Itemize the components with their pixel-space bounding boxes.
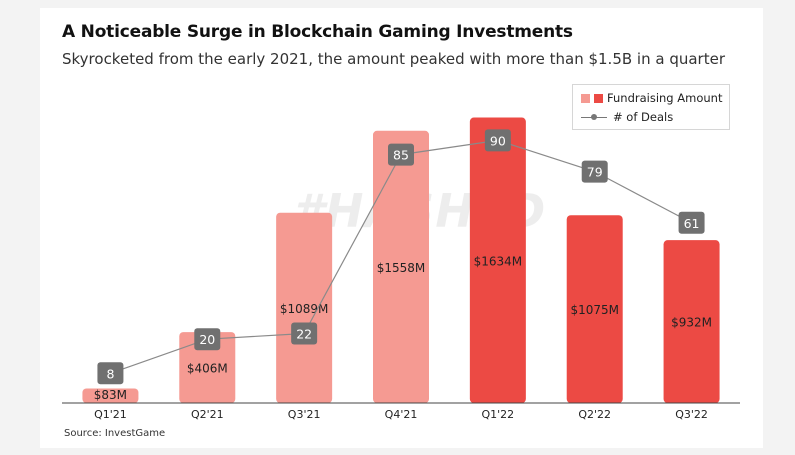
deal-marker-5 <box>581 160 608 183</box>
bar-3 <box>373 130 429 403</box>
bar-value-label-4: $1634M <box>474 254 523 268</box>
legend-line-icon <box>581 112 607 122</box>
deal-marker-4 <box>484 129 511 152</box>
bar-5 <box>566 215 623 403</box>
deal-marker-6 <box>678 211 705 234</box>
x-tick-label-6: Q3'22 <box>675 408 708 421</box>
bar-6 <box>663 240 720 403</box>
legend-label-fundraising: Fundraising Amount <box>607 91 723 105</box>
deal-marker-3 <box>388 143 414 166</box>
bar-value-label-1: $406M <box>187 362 228 376</box>
chart-card: A Noticeable Surge in Blockchain Gaming … <box>40 8 763 448</box>
bar-1 <box>179 332 236 403</box>
legend-swatch-2022 <box>594 93 603 103</box>
deal-value-label-0: 8 <box>106 366 114 381</box>
deal-marker-0 <box>97 362 124 385</box>
bar-value-label-2: $1089M <box>280 302 329 316</box>
bar-value-label-3: $1558M <box>377 261 426 275</box>
bar-value-label-0: $83M <box>94 388 127 402</box>
deal-marker-1 <box>194 328 221 351</box>
x-tick-label-3: Q4'21 <box>385 408 418 421</box>
legend-swatch-2021 <box>581 93 590 103</box>
chart-title: A Noticeable Surge in Blockchain Gaming … <box>62 22 573 42</box>
deal-value-label-4: 90 <box>490 133 506 148</box>
x-tick-label-0: Q1'21 <box>94 408 127 421</box>
chart-legend: Fundraising Amount # of Deals <box>572 84 730 130</box>
deal-value-label-5: 79 <box>587 165 603 180</box>
x-tick-label-2: Q3'21 <box>288 408 321 421</box>
legend-item-deals: # of Deals <box>581 110 673 124</box>
deal-marker-2 <box>291 322 318 345</box>
deal-value-label-1: 20 <box>199 332 215 347</box>
deal-value-label-6: 61 <box>684 216 700 231</box>
bar-value-label-6: $932M <box>671 316 712 330</box>
legend-label-deals: # of Deals <box>613 110 674 124</box>
bar-2 <box>276 212 333 403</box>
bar-value-label-5: $1075M <box>570 303 619 317</box>
x-tick-label-5: Q2'22 <box>578 408 611 421</box>
chart-subtitle: Skyrocketed from the early 2021, the amo… <box>62 50 725 68</box>
x-tick-label-4: Q1'22 <box>482 408 515 421</box>
bar-4 <box>469 117 526 404</box>
source-note: Source: InvestGame <box>64 428 166 439</box>
deal-value-label-2: 22 <box>296 327 312 342</box>
chart-plot: Q1'21 Q2'21 Q3'21 Q4'21 Q1'22 Q2'22 Q3'22 $83M $… <box>62 117 740 421</box>
deal-value-label-3: 85 <box>393 148 409 163</box>
bar-0 <box>82 388 139 403</box>
legend-item-fundraising: Fundraising Amount <box>581 91 722 105</box>
x-tick-label-1: Q2'21 <box>191 408 224 421</box>
